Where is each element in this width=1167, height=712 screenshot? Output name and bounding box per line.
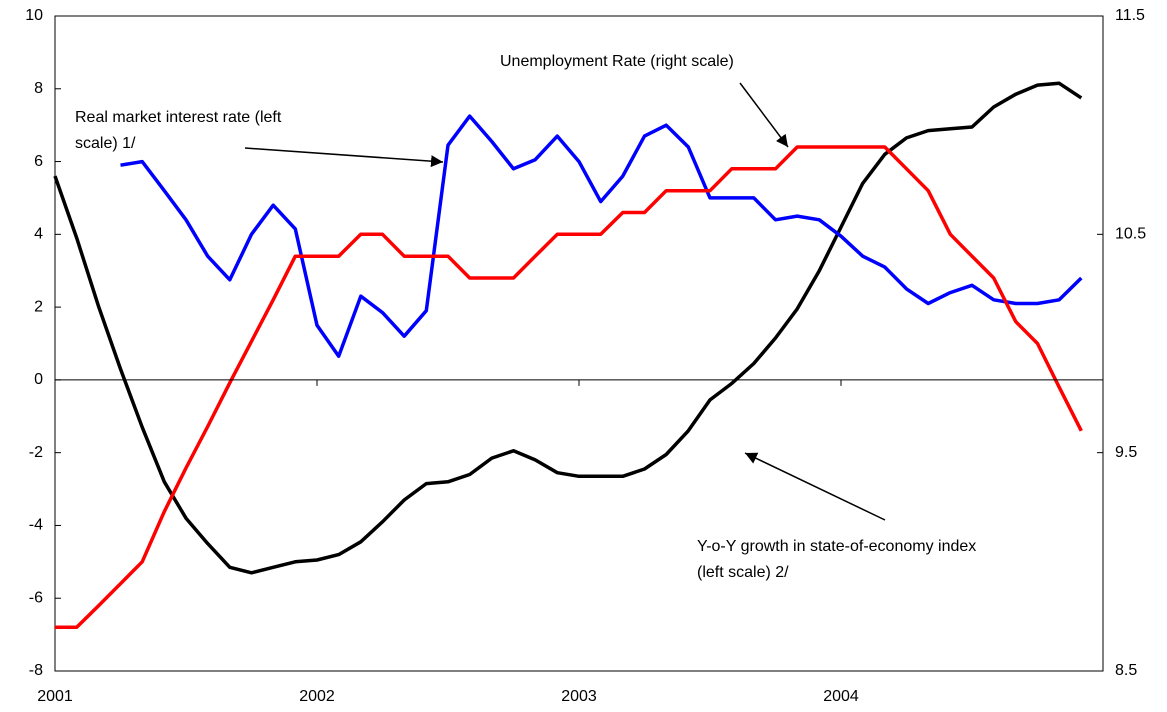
series-line (120, 114, 1083, 358)
series-line (55, 145, 1083, 630)
y-tick-label: 6 (34, 153, 43, 170)
y2-tick-label: 8.5 (1115, 662, 1137, 679)
y2-tick-label: 11.5 (1115, 7, 1145, 24)
y-tick-label: 10 (25, 7, 43, 24)
x-tick-label: 2001 (37, 688, 73, 705)
annotation: Real market interest rate (left (75, 109, 282, 126)
x-tick-label: 2003 (561, 688, 597, 705)
y-tick-label: -8 (29, 662, 43, 679)
y2-tick-label: 10.5 (1115, 226, 1146, 243)
annotation: Y-o-Y growth in state-of-economy index (697, 538, 976, 555)
annotation-arrow (739, 82, 789, 148)
x-tick-label: 2002 (299, 688, 335, 705)
annotation: scale) 1/ (75, 135, 136, 152)
y-tick-label: 4 (34, 226, 43, 243)
y-tick-label: 0 (34, 371, 43, 388)
annotation: (left scale) 2/ (697, 564, 789, 581)
series-line (53, 81, 1083, 575)
y-tick-label: 2 (34, 298, 43, 315)
y-tick-label: 8 (34, 80, 43, 97)
y-tick-label: -2 (29, 444, 43, 461)
x-tick-label: 2004 (823, 688, 859, 705)
y2-tick-label: 9.5 (1115, 444, 1137, 461)
y-tick-label: -6 (29, 589, 43, 606)
y-tick-label: -4 (29, 517, 43, 534)
annotation-arrow (244, 147, 444, 168)
annotation-arrow (744, 452, 886, 521)
annotation: Unemployment Rate (right scale) (500, 53, 734, 70)
plot-frame (54, 15, 1104, 672)
